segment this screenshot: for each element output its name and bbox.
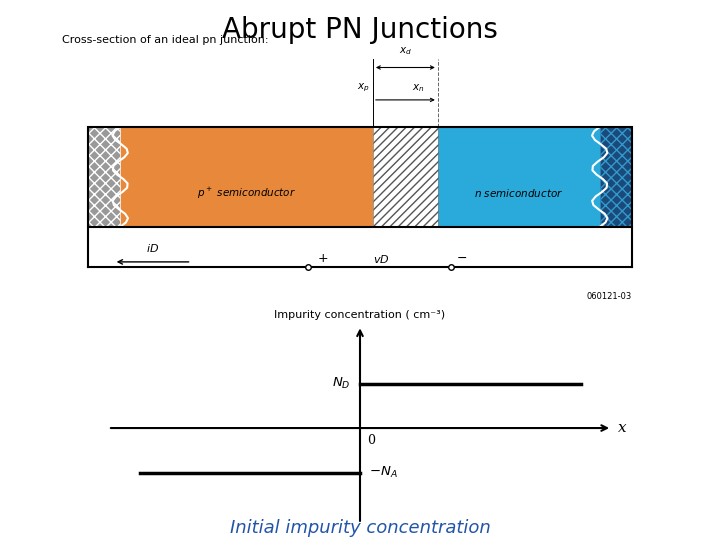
Text: $x_d$: $x_d$ <box>399 45 412 57</box>
Text: Initial impurity concentration: Initial impurity concentration <box>230 519 490 537</box>
Polygon shape <box>438 127 600 227</box>
Text: $-N_A$: $-N_A$ <box>369 465 398 480</box>
Text: $n$ semiconductor: $n$ semiconductor <box>474 187 564 199</box>
Polygon shape <box>88 127 120 227</box>
Text: $N_D$: $N_D$ <box>332 376 351 391</box>
Text: $x_n$: $x_n$ <box>412 83 424 94</box>
Text: Cross-section of an ideal pn junction:: Cross-section of an ideal pn junction: <box>62 35 269 45</box>
Text: x: x <box>618 421 627 435</box>
Text: $vD$: $vD$ <box>373 253 390 265</box>
Polygon shape <box>600 127 632 227</box>
Text: 060121-03: 060121-03 <box>587 292 632 301</box>
Text: Abrupt PN Junctions: Abrupt PN Junctions <box>222 16 498 44</box>
Text: −: − <box>457 252 468 265</box>
Text: Impurity concentration ( cm⁻³): Impurity concentration ( cm⁻³) <box>274 310 446 320</box>
Polygon shape <box>373 127 438 227</box>
Text: $iD$: $iD$ <box>146 242 159 254</box>
Text: $x_p$: $x_p$ <box>357 82 370 94</box>
Text: +: + <box>318 252 328 265</box>
Text: 0: 0 <box>368 434 376 447</box>
Polygon shape <box>120 127 373 227</box>
Text: $p^+$ semiconductor: $p^+$ semiconductor <box>197 186 296 200</box>
